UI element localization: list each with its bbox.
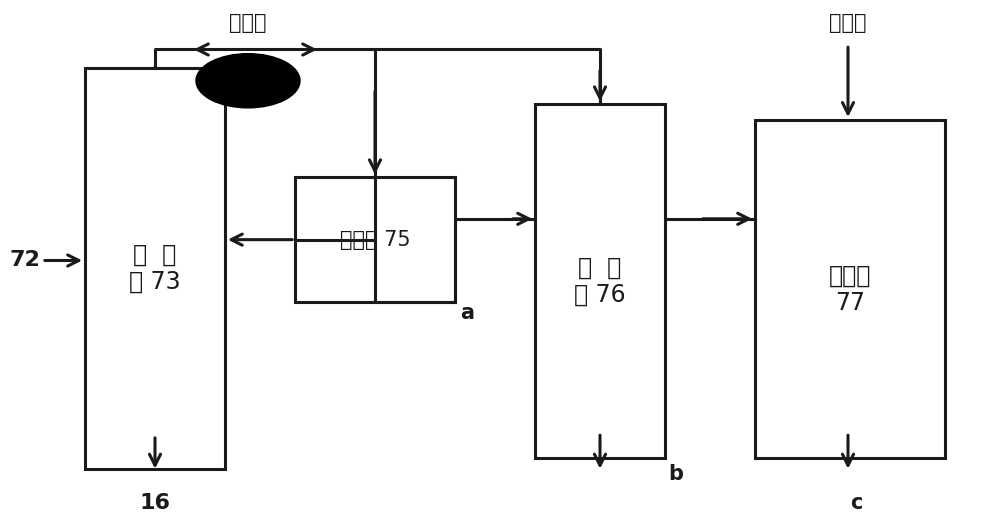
Text: c: c (850, 493, 862, 513)
Bar (755, 120, 945, 458)
Bar (295, 177, 455, 302)
Text: 氧化釜
77: 氧化釜 77 (829, 263, 871, 315)
Text: b: b (668, 464, 683, 484)
Bar (535, 104, 665, 458)
Bar (85, 68, 225, 469)
Text: 双氧水: 双氧水 (829, 14, 867, 33)
Text: 冷凝器: 冷凝器 (229, 14, 267, 33)
Text: 72: 72 (9, 251, 40, 270)
Text: 回流罐 75: 回流罐 75 (340, 230, 410, 250)
Circle shape (196, 54, 300, 108)
Text: 16: 16 (140, 493, 170, 513)
Text: 吸  附
塔 76: 吸 附 塔 76 (574, 255, 626, 307)
Text: a: a (460, 303, 474, 322)
Text: 精  馏
塔 73: 精 馏 塔 73 (129, 242, 181, 294)
